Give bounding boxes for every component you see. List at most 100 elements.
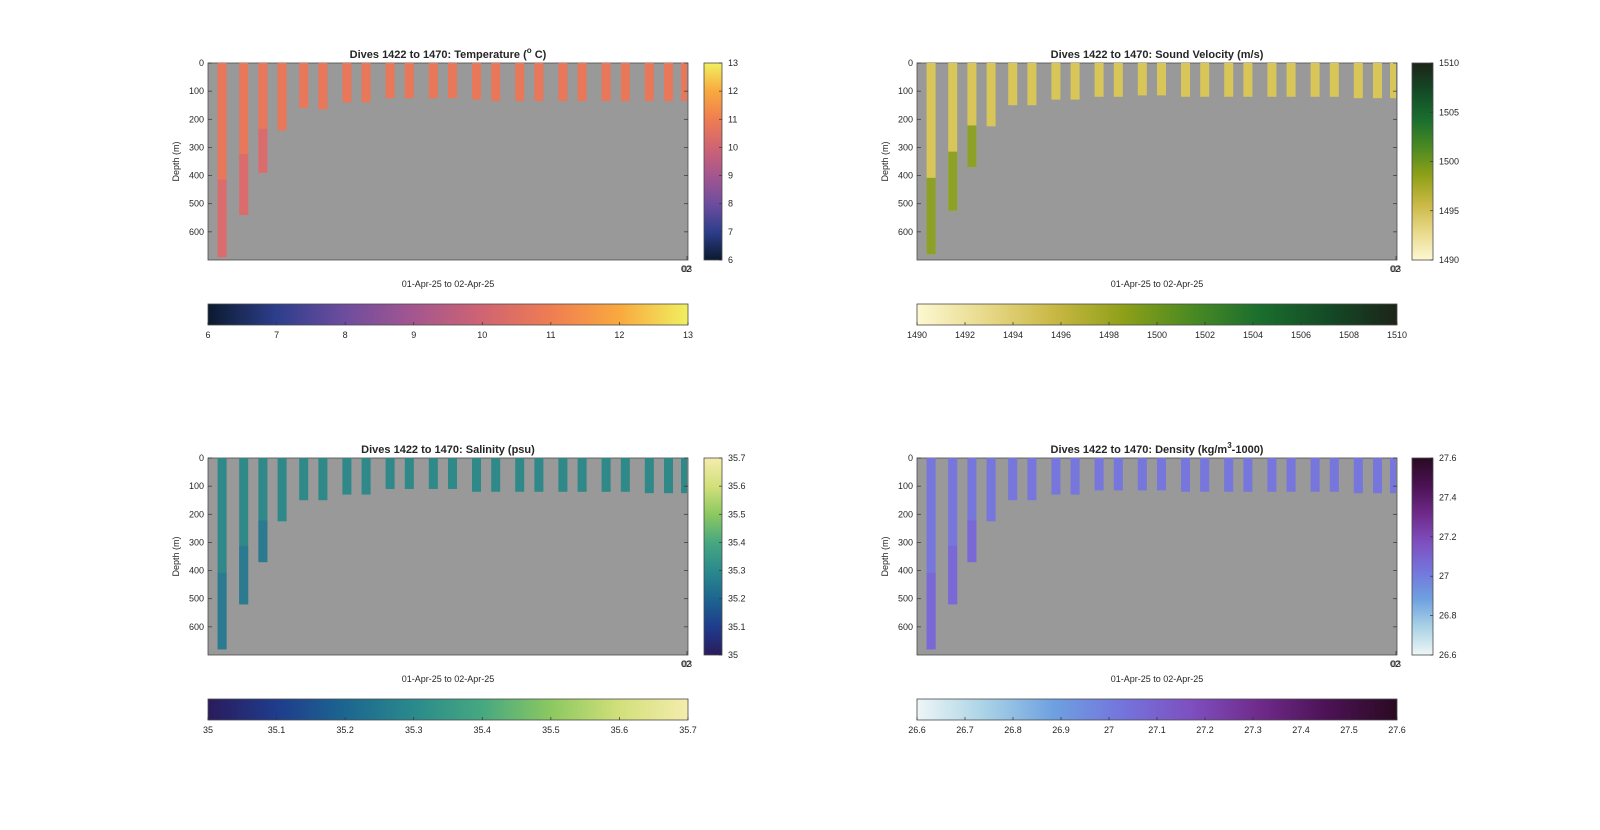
vertical-colorbar-tick-label: 26.8 [1439, 611, 1457, 621]
y-tick-label: 600 [898, 227, 913, 237]
x-tick-label: 02 [1390, 264, 1400, 274]
dive-profile [644, 63, 654, 101]
horizontal-colorbar-tick-label: 27.6 [1388, 725, 1406, 735]
vertical-colorbar [1411, 457, 1434, 656]
dive-profile [472, 458, 481, 492]
dive-profile [258, 458, 268, 563]
dive-profile [515, 63, 525, 101]
horizontal-colorbar [916, 303, 1398, 326]
dive-profile-deep [948, 151, 958, 211]
dive-profile [361, 458, 371, 495]
horizontal-colorbar-tick-label: 27.1 [1148, 725, 1166, 735]
dive-profile [577, 458, 587, 492]
y-tick-label: 400 [189, 566, 204, 576]
dive-profile [577, 63, 587, 101]
y-tick-label: 200 [898, 114, 913, 124]
dive-profile [1027, 63, 1037, 106]
dive-profile [601, 63, 611, 101]
dive-profile-deep [217, 572, 227, 650]
horizontal-colorbar-tick-label: 6 [205, 330, 210, 340]
y-tick-label: 600 [189, 227, 204, 237]
dive-profile [986, 63, 996, 127]
dive-profile-deep [967, 520, 977, 563]
dive-profile [1137, 458, 1147, 491]
dive-profile-deep [926, 177, 936, 255]
y-tick-label: 100 [898, 481, 913, 491]
horizontal-colorbar [207, 303, 689, 326]
vertical-colorbar-tick-label: 9 [728, 171, 733, 181]
vertical-colorbar-tick-label: 1500 [1439, 157, 1459, 167]
y-tick-label: 0 [908, 453, 913, 463]
vertical-colorbar-tick-label: 35.4 [728, 537, 746, 547]
y-tick-label: 500 [898, 594, 913, 604]
y-axis-label: Depth (m) [171, 536, 181, 576]
vertical-colorbar-tick-label: 1495 [1439, 206, 1459, 216]
dive-profile-deep [948, 545, 958, 605]
dive-profile [1113, 458, 1123, 491]
horizontal-colorbar-tick-label: 9 [411, 330, 416, 340]
dive-profile-deep [239, 154, 249, 215]
horizontal-colorbar-tick-label: 27.4 [1292, 725, 1310, 735]
vertical-colorbar-tick-label: 27.6 [1439, 453, 1457, 463]
dive-profile [1286, 458, 1296, 492]
chart-title-part: Dives 1422 to 1470: Temperature ( [350, 49, 527, 61]
dive-profile [1373, 63, 1382, 99]
dive-profile [217, 458, 227, 650]
dive-profile [926, 63, 936, 255]
vertical-colorbar-tick-label: 27.4 [1439, 492, 1457, 502]
chart-title-part: Dives 1422 to 1470: Salinity (psu) [361, 444, 535, 456]
y-tick-label: 300 [898, 142, 913, 152]
y-tick-label: 300 [189, 142, 204, 152]
dive-profile [1286, 63, 1296, 97]
dive-profile [534, 63, 544, 101]
dive-profile [318, 458, 328, 501]
dive-profile [448, 458, 457, 489]
y-tick-label: 600 [898, 622, 913, 632]
dive-profile [404, 63, 414, 99]
horizontal-colorbar-tick-label: 12 [614, 330, 624, 340]
dive-profile [277, 63, 287, 131]
vertical-colorbar-tick-label: 35 [728, 650, 738, 660]
dive-profile [1329, 458, 1339, 492]
y-tick-label: 300 [898, 537, 913, 547]
y-tick-label: 500 [898, 199, 913, 209]
x-axis-label: 01-Apr-25 to 02-Apr-25 [1111, 279, 1204, 289]
chart-title-superscript: 3 [1227, 441, 1232, 450]
vertical-colorbar [1411, 62, 1434, 261]
dive-profile [1390, 63, 1396, 99]
x-axis-label: 01-Apr-25 to 02-Apr-25 [402, 279, 495, 289]
vertical-colorbar-tick-label: 11 [728, 114, 737, 124]
dive-profile [318, 63, 328, 110]
dive-profile [299, 458, 309, 501]
vertical-colorbar-tick-label: 26.6 [1439, 650, 1457, 660]
horizontal-colorbar-tick-label: 1502 [1195, 330, 1215, 340]
horizontal-colorbar-tick-label: 35.5 [542, 725, 560, 735]
x-tick-label: 02 [1390, 659, 1400, 669]
vertical-colorbar-tick-label: 1505 [1439, 107, 1459, 117]
dive-profile-deep [217, 179, 227, 258]
chart-title: Dives 1422 to 1470: Salinity (psu) [361, 444, 535, 456]
dive-profile [1353, 458, 1363, 494]
vertical-colorbar-tick-label: 35.2 [728, 594, 746, 604]
y-tick-label: 200 [189, 114, 204, 124]
vertical-colorbar-tick-label: 27 [1439, 571, 1449, 581]
vertical-colorbar [703, 62, 723, 261]
horizontal-colorbar-tick-label: 1508 [1339, 330, 1359, 340]
y-tick-label: 400 [189, 171, 204, 181]
dive-profile [404, 458, 414, 489]
dive-profile [299, 63, 309, 109]
dive-profile [1310, 63, 1320, 97]
vertical-colorbar-tick-label: 8 [728, 199, 733, 209]
y-tick-label: 0 [908, 58, 913, 68]
horizontal-colorbar-tick-label: 1510 [1387, 330, 1407, 340]
y-tick-label: 100 [189, 86, 204, 96]
dive-profile [1051, 63, 1061, 100]
dive-profile [491, 458, 501, 492]
dive-profile [1070, 63, 1080, 100]
dive-profile [558, 458, 568, 492]
horizontal-colorbar-tick-label: 35 [203, 725, 213, 735]
dive-profile [1224, 63, 1234, 97]
vertical-colorbar-tick-label: 35.3 [728, 566, 746, 576]
horizontal-colorbar-tick-label: 26.7 [956, 725, 974, 735]
horizontal-colorbar-tick-label: 1496 [1051, 330, 1071, 340]
